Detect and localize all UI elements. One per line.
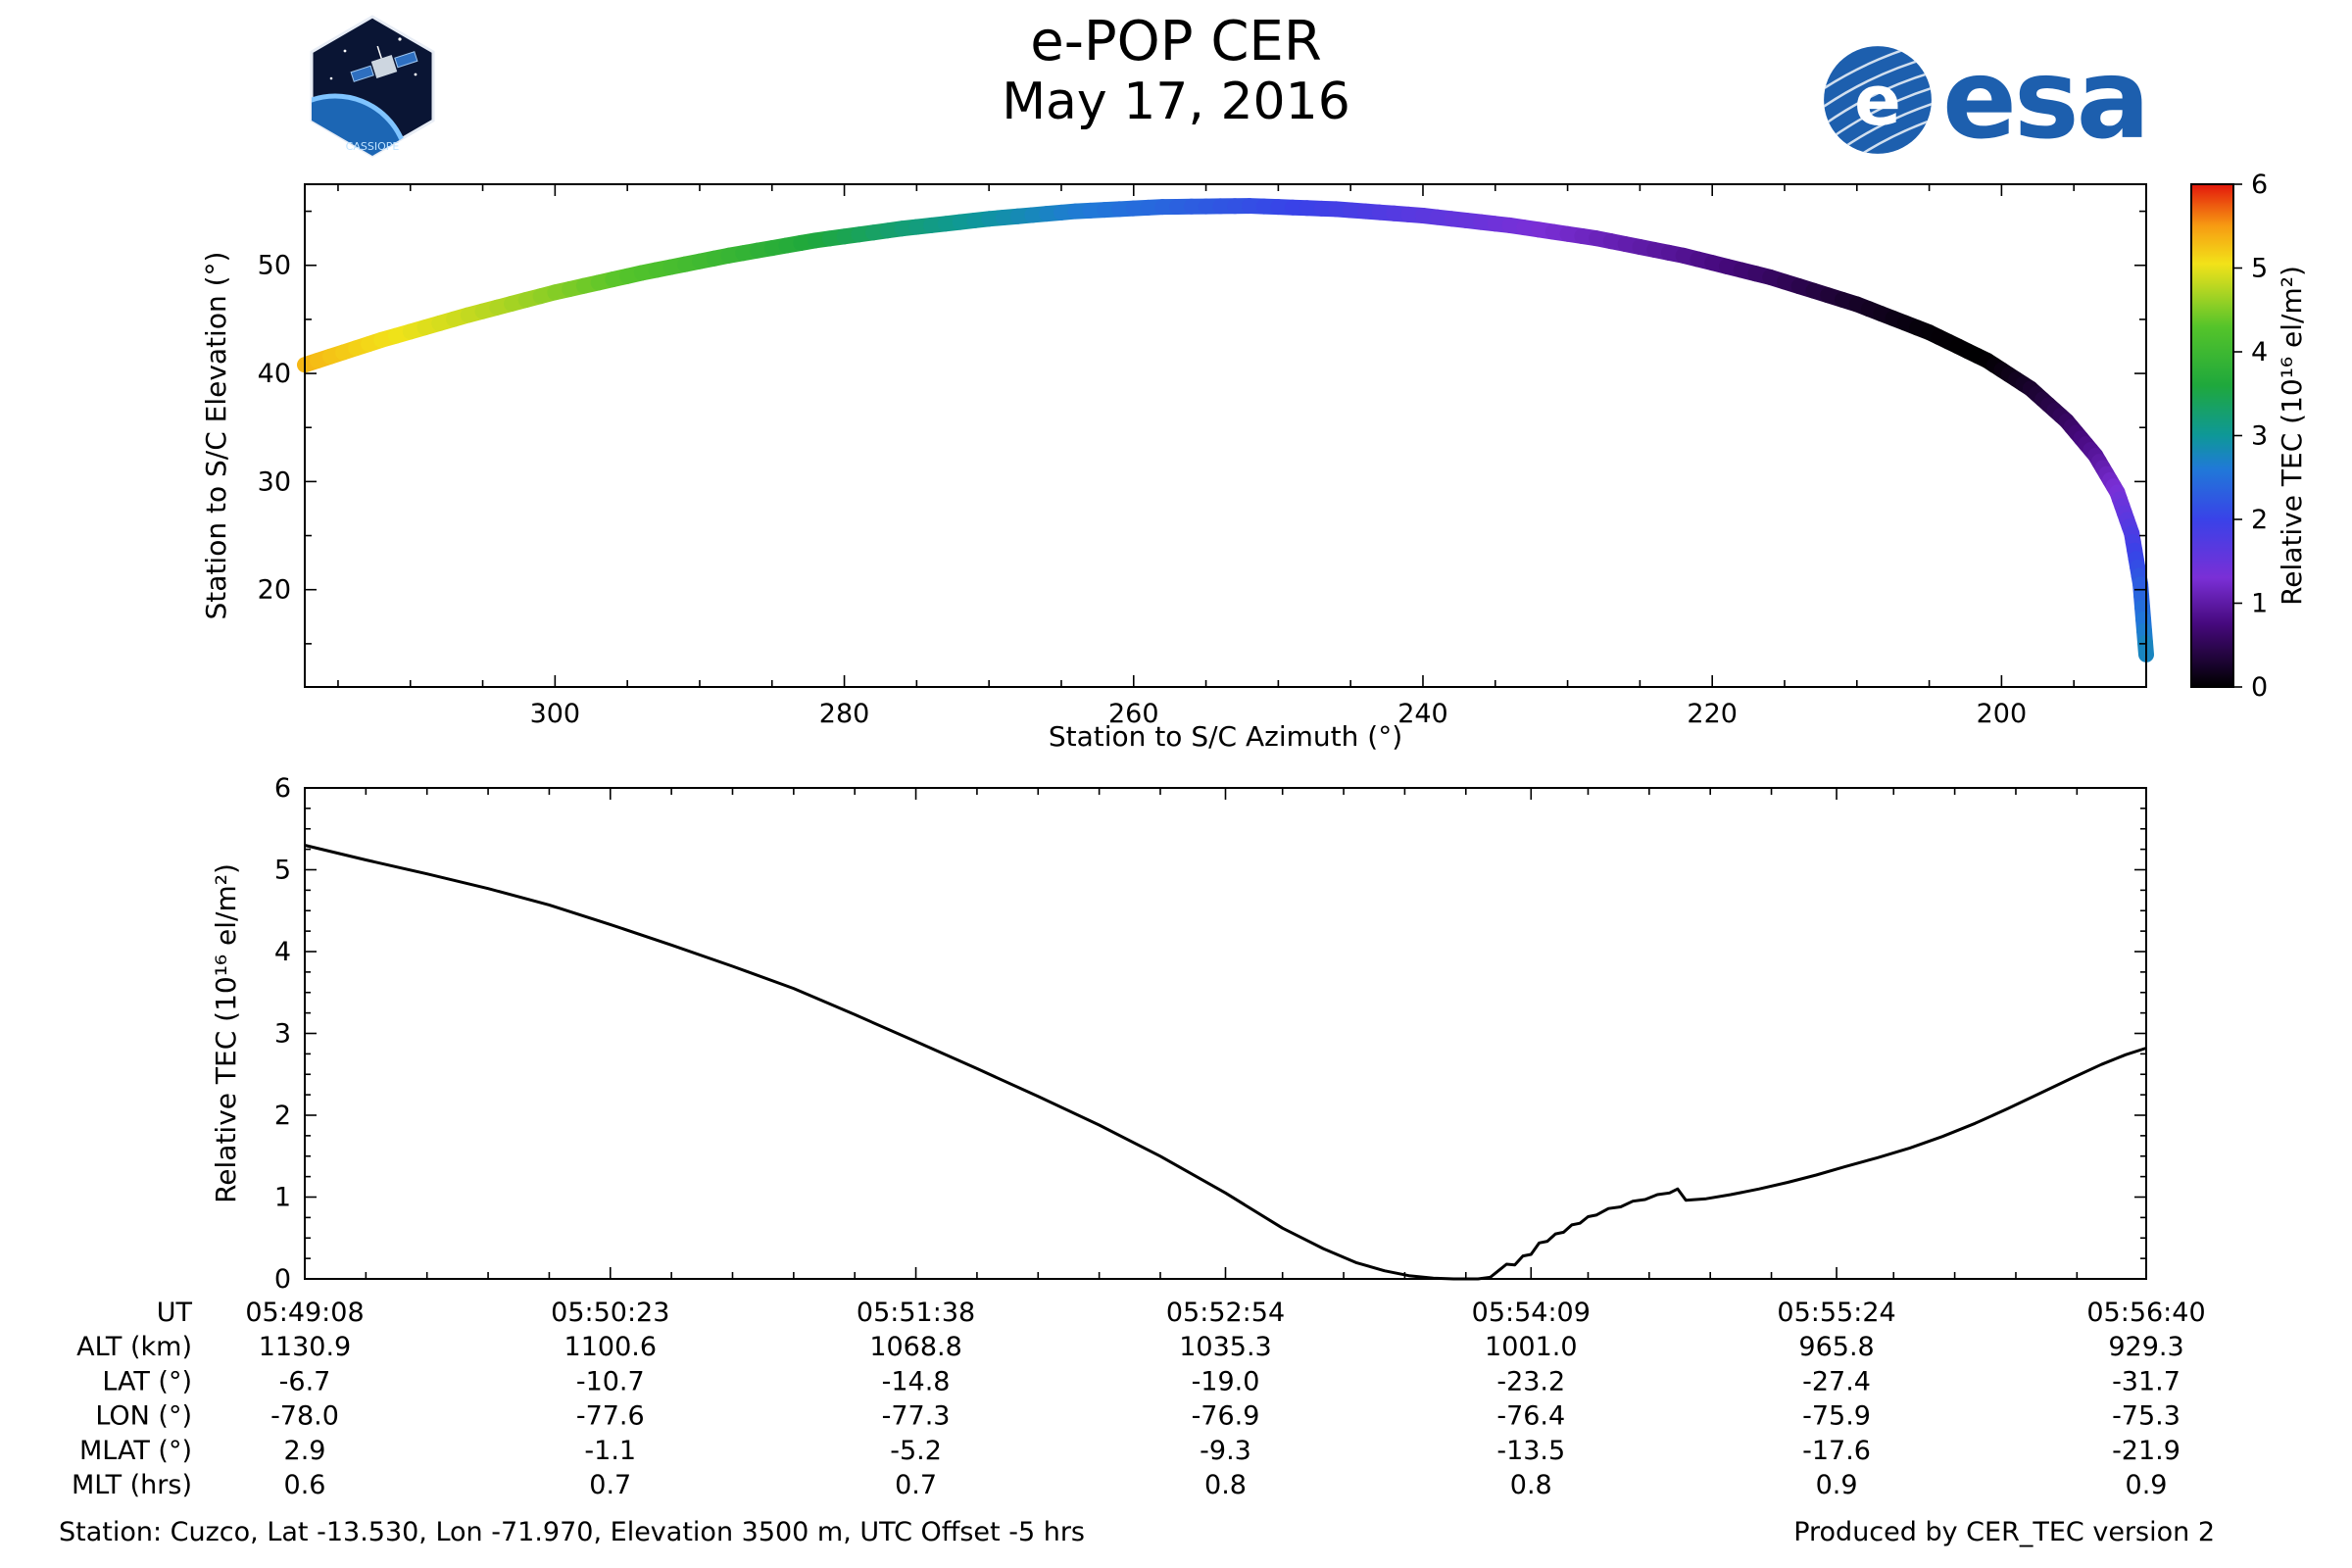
svg-text:-17.6: -17.6 (1802, 1436, 1871, 1466)
svg-text:0: 0 (274, 1264, 291, 1295)
esa-logo: e esa (1821, 35, 2150, 164)
svg-text:240: 240 (1397, 699, 1448, 729)
svg-text:Relative TEC (10¹⁶ el/m²): Relative TEC (10¹⁶ el/m²) (210, 863, 242, 1203)
svg-text:05:55:24: 05:55:24 (1777, 1298, 1895, 1328)
svg-text:280: 280 (819, 699, 870, 729)
header: e-POP CER May 17, 2016 (0, 10, 2352, 131)
svg-text:3: 3 (274, 1019, 291, 1050)
svg-text:2.9: 2.9 (284, 1436, 326, 1466)
cassiope-mission-patch-icon: CASSIOPE (310, 15, 435, 158)
svg-text:LAT (°): LAT (°) (102, 1366, 192, 1396)
svg-text:0.8: 0.8 (1510, 1470, 1552, 1500)
svg-text:1035.3: 1035.3 (1179, 1332, 1271, 1362)
svg-text:965.8: 965.8 (1798, 1332, 1874, 1362)
svg-text:-78.0: -78.0 (270, 1401, 339, 1432)
svg-text:-14.8: -14.8 (882, 1366, 951, 1396)
svg-text:-76.4: -76.4 (1496, 1401, 1565, 1432)
plot-date: May 17, 2016 (1002, 72, 1350, 131)
ephemeris-tick-table: UT 05:49:08 05:50:23 05:51:38 05:52:54 05:54:… (72, 1298, 2206, 1500)
svg-text:-9.3: -9.3 (1200, 1436, 1251, 1466)
svg-text:Station to S/C Elevation (°): Station to S/C Elevation (°) (200, 252, 232, 620)
patch-earth (312, 96, 408, 156)
svg-text:-21.9: -21.9 (2112, 1436, 2180, 1466)
patch-satellite-icon (350, 45, 418, 82)
svg-text:UT: UT (157, 1298, 193, 1328)
svg-text:-1.1: -1.1 (584, 1436, 636, 1466)
svg-text:6: 6 (2251, 170, 2268, 200)
svg-text:30: 30 (258, 466, 291, 497)
svg-text:1130.9: 1130.9 (259, 1332, 351, 1362)
svg-text:300: 300 (530, 699, 581, 729)
svg-text:929.3: 929.3 (2108, 1332, 2183, 1362)
svg-text:-6.7: -6.7 (279, 1366, 331, 1396)
tec-time-plot: 0 1 2 3 4 5 6 Relative TEC (10¹⁶ el/m²) (210, 773, 2147, 1295)
svg-text:05:51:38: 05:51:38 (857, 1298, 975, 1328)
esa-emblem-letter: e (1854, 61, 1901, 141)
svg-text:MLT (hrs): MLT (hrs) (72, 1470, 192, 1500)
svg-text:-75.3: -75.3 (2112, 1401, 2180, 1432)
svg-text:2: 2 (2251, 505, 2268, 535)
svg-text:05:56:40: 05:56:40 (2086, 1298, 2205, 1328)
svg-text:-5.2: -5.2 (890, 1436, 942, 1466)
esa-logo-text: esa (1942, 35, 2150, 164)
plot-title: e-POP CER (1030, 10, 1322, 74)
svg-text:ALT (km): ALT (km) (76, 1332, 192, 1362)
svg-text:5: 5 (2251, 254, 2268, 284)
svg-text:2: 2 (274, 1101, 291, 1131)
svg-text:6: 6 (274, 773, 291, 804)
svg-text:05:50:23: 05:50:23 (551, 1298, 669, 1328)
svg-text:20: 20 (258, 575, 291, 606)
svg-text:05:54:09: 05:54:09 (1472, 1298, 1591, 1328)
svg-text:4: 4 (274, 937, 291, 967)
svg-text:-13.5: -13.5 (1496, 1436, 1565, 1466)
svg-text:4: 4 (2251, 337, 2268, 368)
svg-text:0.6: 0.6 (284, 1470, 326, 1500)
esa-emblem-icon: e (1821, 43, 1935, 157)
svg-text:1: 1 (274, 1183, 291, 1213)
svg-text:05:52:54: 05:52:54 (1166, 1298, 1285, 1328)
svg-text:5: 5 (274, 856, 291, 886)
svg-text:50: 50 (258, 251, 291, 281)
svg-text:0.7: 0.7 (589, 1470, 631, 1500)
svg-text:0.9: 0.9 (1816, 1470, 1858, 1500)
svg-text:-75.9: -75.9 (1802, 1401, 1871, 1432)
elevation-azimuth-plot: 300 280 260 240 220 200 20 30 40 50 Station to S/C… (200, 183, 2154, 753)
svg-text:-27.4: -27.4 (1802, 1366, 1871, 1396)
station-info-text: Station: Cuzco, Lat -13.530, Lon -71.970… (59, 1517, 1085, 1547)
svg-text:LON (°): LON (°) (95, 1401, 192, 1432)
svg-text:1: 1 (2251, 589, 2268, 619)
svg-text:0: 0 (2251, 672, 2268, 703)
tec-colorbar: 0 1 2 3 4 5 6 Relative TEC (10¹⁶ el/m²) (2190, 170, 2308, 703)
svg-text:0.8: 0.8 (1204, 1470, 1247, 1500)
svg-text:200: 200 (1977, 699, 2028, 729)
svg-text:05:49:08: 05:49:08 (245, 1298, 364, 1328)
svg-text:-10.7: -10.7 (576, 1366, 645, 1396)
svg-text:Station to S/C Azimuth (°): Station to S/C Azimuth (°) (1049, 720, 1402, 753)
svg-text:-76.9: -76.9 (1192, 1401, 1260, 1432)
svg-text:1001.0: 1001.0 (1485, 1332, 1577, 1362)
svg-text:-31.7: -31.7 (2112, 1366, 2180, 1396)
svg-text:220: 220 (1687, 699, 1738, 729)
svg-text:MLAT (°): MLAT (°) (79, 1436, 192, 1466)
svg-text:1068.8: 1068.8 (869, 1332, 961, 1362)
svg-text:-19.0: -19.0 (1192, 1366, 1260, 1396)
svg-text:-23.2: -23.2 (1496, 1366, 1565, 1396)
svg-text:260: 260 (1108, 699, 1159, 729)
svg-text:0.7: 0.7 (895, 1470, 937, 1500)
patch-label: CASSIOPE (346, 140, 400, 153)
svg-text:-77.6: -77.6 (576, 1401, 645, 1432)
svg-text:-77.3: -77.3 (882, 1401, 951, 1432)
produced-by-text: Produced by CER_TEC version 2 (1793, 1517, 2215, 1547)
svg-text:40: 40 (258, 359, 291, 389)
svg-text:3: 3 (2251, 421, 2268, 452)
svg-text:0.9: 0.9 (2126, 1470, 2168, 1500)
svg-text:1100.6: 1100.6 (564, 1332, 657, 1362)
svg-text:Relative TEC (10¹⁶ el/m²): Relative TEC (10¹⁶ el/m²) (2276, 266, 2308, 606)
